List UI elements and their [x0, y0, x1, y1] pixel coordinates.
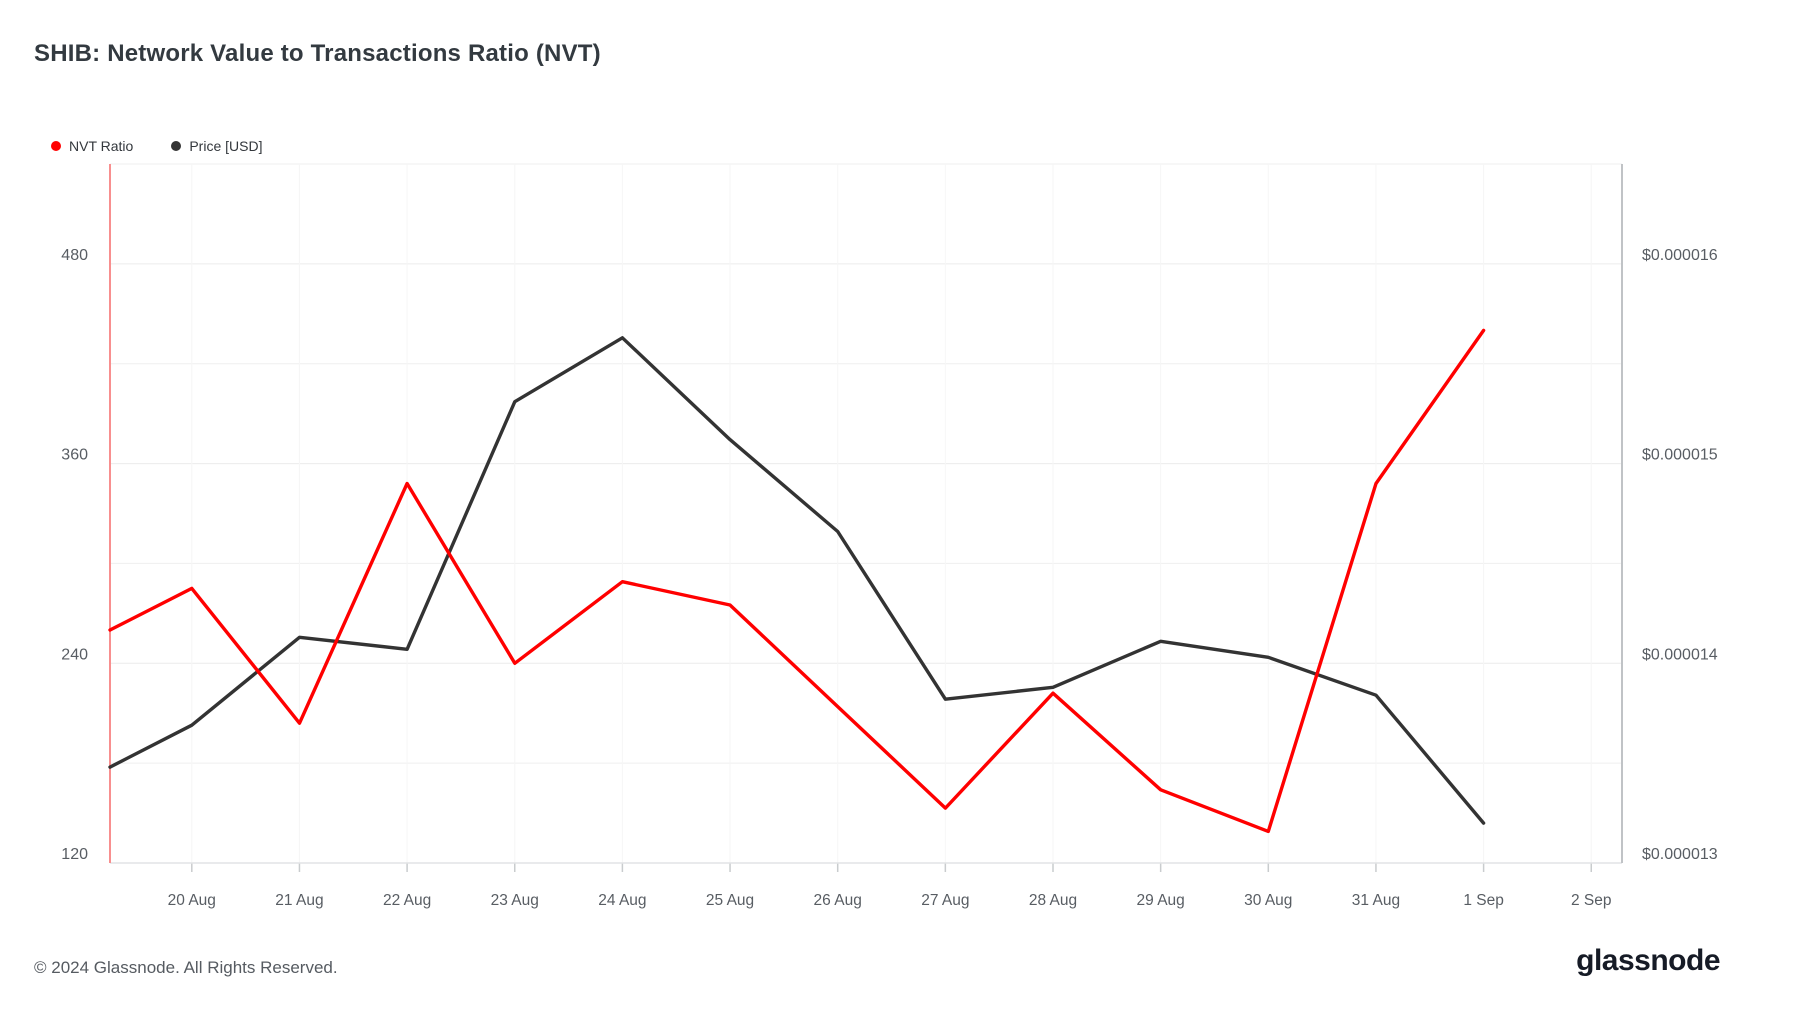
- x-axis-label: 22 Aug: [383, 892, 431, 909]
- chart-title: SHIB: Network Value to Transactions Rati…: [34, 40, 601, 67]
- x-axis-label: 27 Aug: [921, 892, 969, 909]
- x-axis-label: 1 Sep: [1463, 892, 1504, 909]
- plot-area[interactable]: [110, 164, 1622, 863]
- y-axis-left-label: 360: [61, 447, 88, 464]
- legend-item-nvt-ratio[interactable]: NVT Ratio: [51, 138, 133, 154]
- x-axis-label: 30 Aug: [1244, 892, 1292, 909]
- x-axis-label: 25 Aug: [706, 892, 754, 909]
- nvt-ratio-dot-icon: [51, 141, 61, 151]
- glassnode-logo[interactable]: glassnode: [1576, 944, 1720, 977]
- series-line-nvt-ratio[interactable]: [108, 328, 1486, 834]
- legend-label: NVT Ratio: [69, 138, 134, 154]
- y-axis-left-label: 120: [61, 846, 88, 863]
- copyright-text: © 2024 Glassnode. All Rights Reserved.: [34, 958, 338, 977]
- y-axis-left-label: 480: [61, 247, 88, 264]
- x-axis-label: 31 Aug: [1352, 892, 1400, 909]
- x-axis-label: 23 Aug: [491, 892, 539, 909]
- x-axis-label: 2 Sep: [1571, 892, 1612, 909]
- x-axis-label: 26 Aug: [814, 892, 862, 909]
- x-axis-label: 20 Aug: [168, 892, 216, 909]
- series-line-price-usd-[interactable]: [108, 336, 1486, 825]
- x-axis-label: 28 Aug: [1029, 892, 1077, 909]
- x-axis-label: 21 Aug: [275, 892, 323, 909]
- legend-label: Price [USD]: [189, 138, 263, 154]
- y-axis-right-label: $0.000013: [1642, 846, 1718, 863]
- x-axis-label: 29 Aug: [1137, 892, 1185, 909]
- y-axis-right-label: $0.000016: [1642, 247, 1718, 264]
- legend-item-price-usd[interactable]: Price [USD]: [171, 138, 262, 154]
- chart-legend: NVT Ratio Price [USD]: [51, 138, 262, 154]
- y-axis-left-label: 240: [61, 646, 88, 663]
- x-axis-label: 24 Aug: [598, 892, 646, 909]
- y-axis-right-label: $0.000014: [1642, 646, 1718, 663]
- y-axis-right-label: $0.000015: [1642, 447, 1718, 464]
- price-usd-dot-icon: [171, 141, 182, 151]
